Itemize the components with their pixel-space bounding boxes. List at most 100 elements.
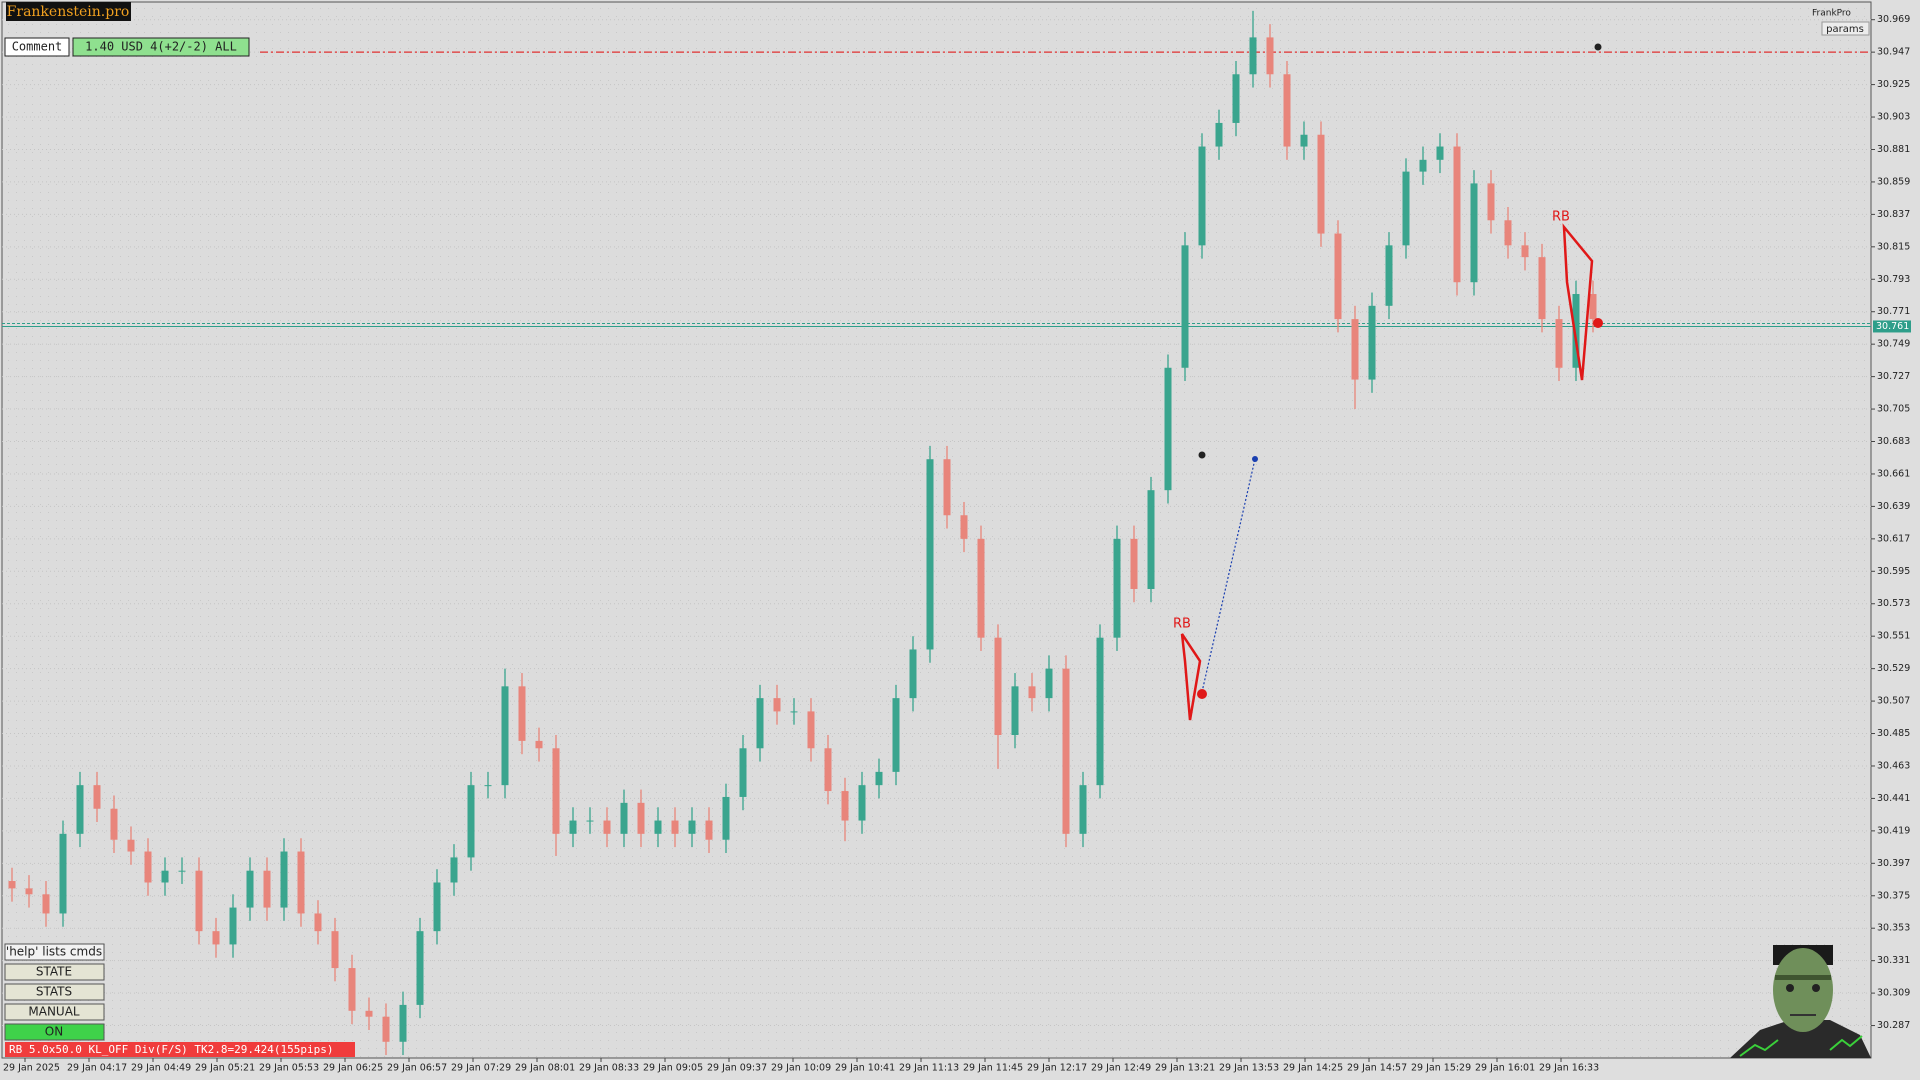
params-label[interactable]: params — [1826, 24, 1864, 35]
exit-marker — [1197, 689, 1207, 699]
candle-body — [433, 882, 441, 932]
candle-body — [1283, 74, 1291, 147]
button[interactable] — [4, 943, 105, 961]
candle-body — [416, 931, 424, 1005]
skull-icon — [1198, 451, 1206, 459]
y-tick-label: 30.815 — [1877, 241, 1910, 252]
x-tick-label: 29 Jan 04:49 — [131, 1063, 191, 1074]
candle-body — [943, 459, 951, 516]
candle-body — [875, 771, 883, 786]
exit-marker — [1593, 318, 1603, 328]
x-tick-label: 29 Jan 09:05 — [643, 1063, 703, 1074]
candle-body — [722, 796, 730, 840]
candle-body — [1419, 159, 1427, 172]
button[interactable] — [4, 1003, 105, 1021]
logo-box — [6, 2, 131, 21]
x-tick-label: 29 Jan 09:37 — [707, 1063, 767, 1074]
candle-body — [1317, 134, 1325, 234]
candle-body — [229, 907, 237, 945]
candle-body — [688, 820, 696, 834]
candle-body — [552, 748, 560, 834]
candle-body — [569, 820, 577, 834]
status-bar — [5, 1042, 355, 1057]
x-tick-label: 29 Jan 13:21 — [1155, 1063, 1215, 1074]
candle-body — [42, 894, 50, 914]
y-tick-label: 30.617 — [1877, 533, 1910, 544]
avatar — [1730, 945, 1871, 1058]
button[interactable] — [4, 1023, 105, 1041]
candle-body — [1028, 686, 1036, 699]
status-text: RB 5.0x50.0 KL_OFF Div(F/S) TK2.8=29.424… — [9, 1043, 334, 1056]
candle-body — [331, 931, 339, 969]
y-tick-label: 30.595 — [1877, 566, 1910, 577]
candle-body — [790, 711, 798, 713]
candle-body — [977, 538, 985, 638]
y-tick-label: 30.793 — [1877, 274, 1910, 285]
params-button[interactable] — [1821, 21, 1870, 36]
button-label[interactable]: STATS — [36, 985, 72, 999]
candle-body — [909, 649, 917, 699]
candle-body — [926, 459, 934, 650]
candle-body — [501, 686, 509, 786]
candle-body — [620, 802, 628, 834]
candle-body — [246, 870, 254, 908]
candle-body — [824, 748, 832, 792]
candle-body — [535, 740, 543, 749]
candle-body — [1368, 305, 1376, 380]
x-tick-label: 29 Jan 06:25 — [323, 1063, 383, 1074]
y-tick-label: 30.859 — [1877, 176, 1910, 187]
comment-value: 1.40 USD 4(+2/-2) ALL — [85, 40, 237, 54]
candle-body — [1334, 233, 1342, 320]
candle-body — [1402, 171, 1410, 246]
candle-body — [586, 820, 594, 822]
candle-body — [637, 802, 645, 834]
x-tick-label: 29 Jan 14:25 — [1283, 1063, 1343, 1074]
button-label[interactable]: STATE — [36, 965, 72, 979]
y-tick-label: 30.771 — [1877, 306, 1910, 317]
candle-body — [1181, 245, 1189, 368]
candle-body — [450, 857, 458, 883]
x-tick-label: 29 Jan 10:41 — [835, 1063, 895, 1074]
candle-body — [195, 870, 203, 932]
button-label[interactable]: ON — [45, 1025, 63, 1039]
x-tick-label: 29 Jan 14:57 — [1347, 1063, 1407, 1074]
candle-body — [1453, 146, 1461, 283]
y-tick-label: 30.441 — [1877, 793, 1910, 804]
brand: FrankPro — [1812, 9, 1851, 19]
x-tick-label: 29 Jan 11:13 — [899, 1063, 959, 1074]
axes: 30.287 30.309 30.331 30.353 30.375 30.397 30.4… — [3, 14, 1910, 1073]
candle-body — [671, 820, 679, 834]
y-tick-label: 30.947 — [1877, 47, 1910, 58]
y-tick-label: 30.353 — [1877, 923, 1910, 934]
candle-body — [1096, 637, 1104, 786]
candle-body — [1147, 490, 1155, 589]
candle-body — [705, 820, 713, 840]
y-tick-label: 30.485 — [1877, 728, 1910, 739]
y-tick-label: 30.419 — [1877, 825, 1910, 836]
price-label-box — [1873, 320, 1911, 333]
button[interactable] — [4, 983, 105, 1001]
button[interactable] — [4, 963, 105, 981]
candle-body — [960, 515, 968, 539]
rb-pattern — [1180, 633, 1202, 721]
candle-body — [807, 711, 815, 749]
candle-body — [773, 698, 781, 712]
button-label[interactable]: 'help' lists cmds — [6, 945, 102, 959]
x-tick-label: 29 Jan 13:53 — [1219, 1063, 1279, 1074]
candle-body — [1266, 37, 1274, 75]
button-label[interactable]: MANUAL — [28, 1005, 80, 1019]
x-tick-label: 29 Jan 16:33 — [1539, 1063, 1599, 1074]
x-tick-label: 29 Jan 04:17 — [67, 1063, 127, 1074]
candles — [8, 10, 1597, 1056]
candle-body — [93, 785, 101, 809]
y-tick-label: 30.683 — [1877, 436, 1910, 447]
candle-body — [1164, 367, 1172, 491]
candle-body — [654, 820, 662, 834]
candle-body — [1113, 538, 1121, 638]
candle-body — [1351, 319, 1359, 380]
candle-body — [1470, 183, 1478, 283]
x-tick-label: 29 Jan 05:53 — [259, 1063, 319, 1074]
x-tick-label: 29 Jan 12:17 — [1027, 1063, 1087, 1074]
y-tick-label: 30.529 — [1877, 663, 1910, 674]
candle-body — [382, 1016, 390, 1042]
